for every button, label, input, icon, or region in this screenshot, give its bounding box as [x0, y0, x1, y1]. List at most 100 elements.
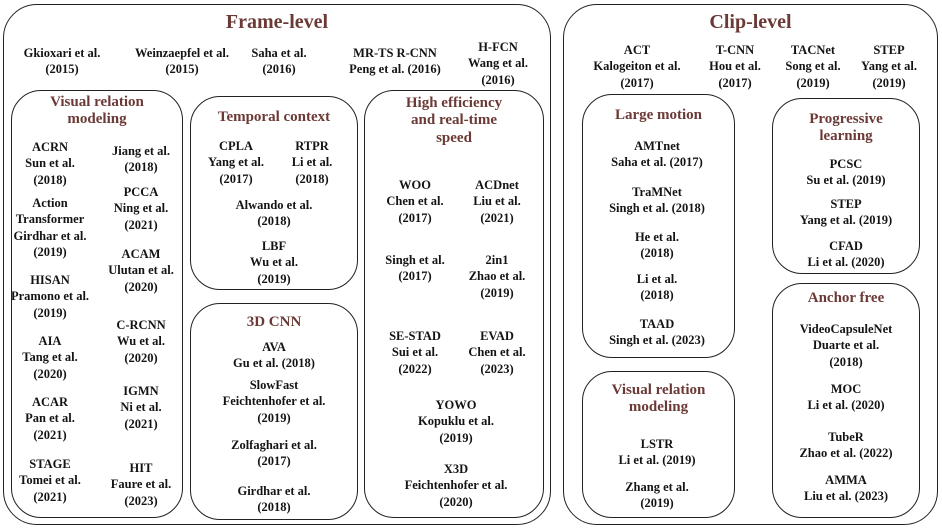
citation-line: RTPR — [295, 139, 329, 153]
citation-clip-top-2: TACNet Song et al. (2019) — [785, 42, 840, 91]
citation-line: CFAD — [829, 239, 863, 253]
citation-clip-anchor-free-3: AMMA Liu et al. (2023) — [804, 472, 888, 505]
citation-frame-top-3: MR-TS R-CNN Peng et al. (2016) — [349, 45, 441, 78]
citation-line: ACRN — [31, 140, 69, 154]
citation-line: Yang et al. — [861, 59, 917, 74]
citation-frame-visual-relation-9: ACAR Pan et al. (2021) — [25, 394, 75, 443]
citation-line: Gkioxari et al. — [23, 46, 101, 60]
citation-line: ACAR — [31, 395, 69, 409]
citation-line: AMMA — [825, 473, 867, 487]
large-motion-box: Large motion — [582, 94, 735, 358]
citation-line: LBF — [261, 239, 287, 253]
citation-line: (2015) — [165, 62, 199, 77]
citation-line: Li et al. (2020) — [807, 255, 885, 270]
citation-line: Girdhar et al. — [237, 484, 311, 498]
citation-line: Tomei et al. — [19, 473, 81, 488]
progressive-learning-box: Progressive learning — [772, 98, 920, 274]
citation-clip-visual-relation-1: Zhang et al. (2019) — [625, 479, 689, 512]
anchor-free-title: Anchor free — [807, 290, 885, 306]
citation-line: (2021) — [124, 416, 158, 431]
citation-frame-visual-relation-7: AIA Tang et al. (2020) — [22, 333, 77, 382]
citation-line: STAGE — [29, 457, 71, 471]
citation-frame-visual-relation-11: HIT Faure et al. (2023) — [111, 460, 172, 509]
citation-frame-efficiency-5: EVAD Chen et al. (2023) — [468, 328, 525, 377]
citation-line: PCCA — [123, 185, 159, 199]
citation-clip-progressive-2: CFAD Li et al. (2020) — [807, 238, 884, 271]
citation-frame-cnn3d-1: SlowFast Feichtenhofer et al. (2019) — [223, 377, 326, 426]
clip-visual-relation-title: Visual relation modeling — [611, 382, 706, 416]
citation-line: (2017) — [718, 75, 752, 90]
citation-line: (2019) — [872, 75, 906, 90]
citation-line: (2019) — [480, 285, 514, 300]
citation-frame-visual-relation-8: IGMN Ni et al. (2021) — [120, 383, 161, 432]
temporal-context-box: Temporal context — [190, 96, 358, 290]
citation-line: TACNet — [790, 43, 836, 57]
citation-line: Liu et al. — [473, 194, 521, 209]
citation-line: STEP — [873, 43, 905, 57]
clip-level-title: Clip-level — [709, 11, 792, 33]
frame-visual-relation-box: Visual relation modeling — [11, 90, 183, 518]
citation-frame-efficiency-6: YOWO Kopuklu et al. (2019) — [418, 397, 494, 446]
citation-line: IGMN — [123, 384, 159, 398]
citation-line: (2019) — [257, 410, 291, 425]
citation-line: (2018) — [257, 500, 291, 515]
citation-line: Kalogeiton et al. — [593, 59, 681, 74]
citation-line: Kopuklu et al. — [417, 414, 495, 429]
citation-line: (2019) — [257, 271, 291, 286]
citation-frame-efficiency-2: Singh et al. (2017) — [385, 252, 444, 285]
citation-line: (2021) — [33, 489, 67, 504]
citation-line: Alwando et al. — [235, 198, 313, 212]
citation-line: 2in1 — [485, 253, 509, 267]
citation-line: WOO — [399, 178, 431, 192]
clip-visual-relation-box: Visual relation modeling — [582, 371, 735, 518]
citation-line: (2018) — [295, 171, 329, 186]
citation-frame-efficiency-7: X3D Feichtenhofer et al. (2020) — [405, 461, 508, 510]
citation-line: TubeR — [828, 430, 864, 444]
citation-line: Song et al. — [785, 59, 841, 74]
citation-line: (2018) — [257, 214, 291, 229]
citation-line: Li et al. — [636, 272, 678, 286]
citation-line: Duarte et al. — [812, 338, 880, 353]
citation-frame-top-0: Gkioxari et al. (2015) — [24, 45, 101, 78]
citation-clip-top-0: ACT Kalogeiton et al. (2017) — [593, 42, 680, 91]
citation-clip-top-3: STEP Yang et al. (2019) — [861, 42, 917, 91]
citation-clip-large-motion-4: TAAD Singh et al. (2023) — [609, 316, 705, 349]
citation-line: (2020) — [33, 366, 67, 381]
citation-frame-top-4: H-FCN Wang et al. (2016) — [468, 39, 528, 88]
citation-line: TraMNet — [632, 185, 682, 199]
citation-line: Tang et al. — [22, 350, 78, 365]
citation-line: SlowFast — [249, 378, 299, 392]
citation-line: Li et al. — [291, 155, 333, 170]
citation-line: Faure et al. — [110, 477, 172, 492]
citation-line: (2018) — [640, 288, 674, 303]
citation-line: MOC — [830, 382, 862, 396]
citation-line: (2019) — [33, 305, 67, 320]
citation-frame-top-2: Saha et al. (2016) — [251, 45, 306, 78]
citation-line: X3D — [443, 462, 469, 476]
citation-frame-cnn3d-3: Girdhar et al. (2018) — [237, 483, 310, 516]
citation-line: C-RCNN — [116, 318, 166, 332]
citation-line: (2017) — [219, 171, 253, 186]
citation-line: Singh et al. — [385, 253, 445, 267]
citation-line: HIT — [129, 461, 153, 475]
citation-line: (2016) — [481, 72, 515, 87]
citation-frame-top-1: Weinzaepfel et al. (2015) — [135, 45, 229, 78]
citation-line: Singh et al. (2018) — [609, 201, 705, 216]
citation-line: TAAD — [639, 317, 675, 331]
citation-line: Yang et al. (2019) — [799, 213, 893, 228]
citation-line: Pan et al. — [25, 411, 75, 426]
citation-line: Chen et al. — [468, 345, 526, 360]
progressive-learning-title: Progressive learning — [809, 111, 883, 145]
citation-line: AVA — [262, 340, 286, 354]
citation-line: (2015) — [45, 62, 79, 77]
citation-frame-efficiency-4: SE-STAD Sui et al. (2022) — [389, 328, 441, 377]
citation-line: Sui et al. — [391, 345, 439, 360]
citation-frame-efficiency-1: ACDnet Liu et al. (2021) — [473, 177, 521, 226]
citation-line: Chen et al. — [386, 194, 444, 209]
citation-clip-visual-relation-0: LSTR Li et al. (2019) — [618, 436, 695, 469]
citation-frame-visual-relation-3: Action Transformer Girdhar et al. (2019) — [13, 195, 86, 260]
efficiency-box: High efficiency and real-time speed — [364, 90, 544, 518]
citation-line: AIA — [38, 334, 62, 348]
citation-line: Li et al. (2019) — [618, 453, 696, 468]
citation-line: (2018) — [829, 354, 863, 369]
